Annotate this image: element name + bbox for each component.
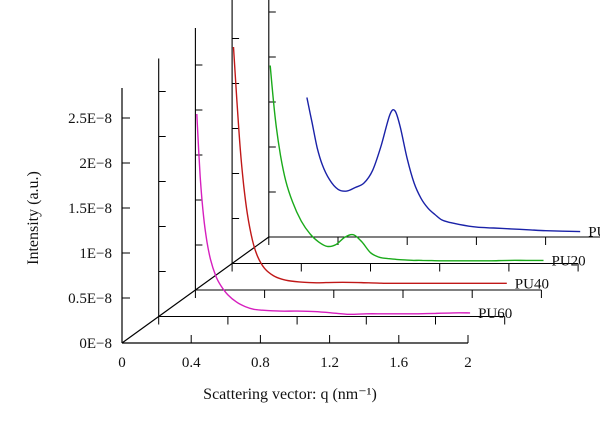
- x-tick-label: 1.6: [389, 355, 408, 371]
- series-label-pu60: PU60: [478, 306, 512, 322]
- front-axes: [121, 88, 468, 344]
- y-tick-label: 0E−8: [79, 336, 112, 352]
- depth-axes: [121, 0, 600, 344]
- series-line-pu: [306, 97, 581, 233]
- y-tick-label: 1E−8: [79, 246, 112, 262]
- y-tick-label: 2E−8: [79, 156, 112, 172]
- x-ticks: 0 0.4 0.8 1.2 1.6 2: [118, 335, 472, 371]
- series-label-pu40: PU40: [515, 276, 549, 292]
- series-group: PUPU20PU40PU60: [196, 46, 600, 322]
- x-tick-label: 0.8: [251, 355, 270, 371]
- x-tick-label: 0.4: [182, 355, 201, 371]
- x-axis-title: Scattering vector: q (nm⁻¹): [203, 386, 377, 403]
- y-tick-label: 0.5E−8: [68, 291, 112, 307]
- series-label-pu: PU: [588, 225, 600, 241]
- x-tick-label: 0: [118, 355, 126, 371]
- y-tick-label: 2.5E−8: [68, 111, 112, 127]
- y-ticks: 0E−8 0.5E−8 1E−8 1.5E−8 2E−8 2.5E−8: [68, 111, 130, 352]
- x-tick-label: 1.2: [320, 355, 339, 371]
- series-line-pu20: [269, 65, 544, 262]
- series-label-pu20: PU20: [552, 253, 586, 269]
- x-tick-label: 2: [464, 355, 472, 371]
- y-tick-label: 1.5E−8: [68, 201, 112, 217]
- series-line-pu60: [196, 113, 471, 316]
- series-line-pu40: [232, 46, 507, 284]
- y-axis-title: Intensity (a.u.): [25, 171, 42, 265]
